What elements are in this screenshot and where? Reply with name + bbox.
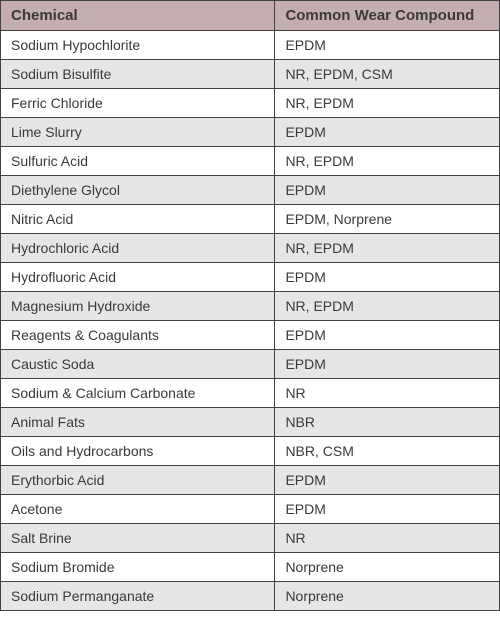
cell-chemical: Oils and Hydrocarbons <box>1 437 275 466</box>
table-row: Erythorbic AcidEPDM <box>1 466 500 495</box>
cell-chemical: Hydrochloric Acid <box>1 234 275 263</box>
cell-compound: NR, EPDM <box>275 89 500 118</box>
table-row: Caustic SodaEPDM <box>1 350 500 379</box>
table-row: Lime SlurryEPDM <box>1 118 500 147</box>
cell-chemical: Hydrofluoric Acid <box>1 263 275 292</box>
cell-compound: EPDM <box>275 31 500 60</box>
table-row: Diethylene GlycolEPDM <box>1 176 500 205</box>
cell-chemical: Sodium Permanganate <box>1 582 275 611</box>
cell-compound: NR, EPDM <box>275 234 500 263</box>
cell-compound: NR, EPDM, CSM <box>275 60 500 89</box>
cell-chemical: Acetone <box>1 495 275 524</box>
cell-compound: NR, EPDM <box>275 292 500 321</box>
cell-chemical: Sodium & Calcium Carbonate <box>1 379 275 408</box>
table-row: Nitric AcidEPDM, Norprene <box>1 205 500 234</box>
cell-compound: NBR, CSM <box>275 437 500 466</box>
table-row: Oils and HydrocarbonsNBR, CSM <box>1 437 500 466</box>
cell-chemical: Diethylene Glycol <box>1 176 275 205</box>
table-row: Sodium BisulfiteNR, EPDM, CSM <box>1 60 500 89</box>
table-row: Sodium PermanganateNorprene <box>1 582 500 611</box>
cell-chemical: Sodium Hypochlorite <box>1 31 275 60</box>
cell-compound: EPDM <box>275 350 500 379</box>
table-body: Sodium HypochloriteEPDMSodium BisulfiteN… <box>1 31 500 611</box>
cell-chemical: Magnesium Hydroxide <box>1 292 275 321</box>
cell-chemical: Caustic Soda <box>1 350 275 379</box>
cell-compound: NR <box>275 379 500 408</box>
cell-chemical: Salt Brine <box>1 524 275 553</box>
cell-compound: EPDM <box>275 263 500 292</box>
cell-chemical: Nitric Acid <box>1 205 275 234</box>
table-header-row: Chemical Common Wear Compound <box>1 1 500 31</box>
table-row: Sulfuric AcidNR, EPDM <box>1 147 500 176</box>
cell-chemical: Animal Fats <box>1 408 275 437</box>
cell-chemical: Erythorbic Acid <box>1 466 275 495</box>
cell-compound: Norprene <box>275 553 500 582</box>
cell-compound: Norprene <box>275 582 500 611</box>
cell-compound: EPDM <box>275 176 500 205</box>
cell-compound: EPDM <box>275 321 500 350</box>
table-row: Animal FatsNBR <box>1 408 500 437</box>
table-row: Ferric ChlorideNR, EPDM <box>1 89 500 118</box>
cell-compound: EPDM <box>275 495 500 524</box>
header-chemical: Chemical <box>1 1 275 31</box>
table-row: Reagents & CoagulantsEPDM <box>1 321 500 350</box>
cell-compound: NR, EPDM <box>275 147 500 176</box>
cell-compound: NBR <box>275 408 500 437</box>
table-row: Sodium BromideNorprene <box>1 553 500 582</box>
table-row: Hydrofluoric AcidEPDM <box>1 263 500 292</box>
cell-chemical: Sodium Bromide <box>1 553 275 582</box>
header-compound: Common Wear Compound <box>275 1 500 31</box>
table-header: Chemical Common Wear Compound <box>1 1 500 31</box>
table-row: Sodium & Calcium CarbonateNR <box>1 379 500 408</box>
table-row: Sodium HypochloriteEPDM <box>1 31 500 60</box>
cell-chemical: Lime Slurry <box>1 118 275 147</box>
cell-chemical: Sodium Bisulfite <box>1 60 275 89</box>
table-row: Salt BrineNR <box>1 524 500 553</box>
cell-chemical: Sulfuric Acid <box>1 147 275 176</box>
chemical-wear-table: Chemical Common Wear Compound Sodium Hyp… <box>0 0 500 611</box>
cell-chemical: Ferric Chloride <box>1 89 275 118</box>
cell-compound: EPDM <box>275 118 500 147</box>
table-row: Magnesium HydroxideNR, EPDM <box>1 292 500 321</box>
table-row: AcetoneEPDM <box>1 495 500 524</box>
cell-chemical: Reagents & Coagulants <box>1 321 275 350</box>
cell-compound: EPDM, Norprene <box>275 205 500 234</box>
cell-compound: EPDM <box>275 466 500 495</box>
cell-compound: NR <box>275 524 500 553</box>
table-row: Hydrochloric AcidNR, EPDM <box>1 234 500 263</box>
